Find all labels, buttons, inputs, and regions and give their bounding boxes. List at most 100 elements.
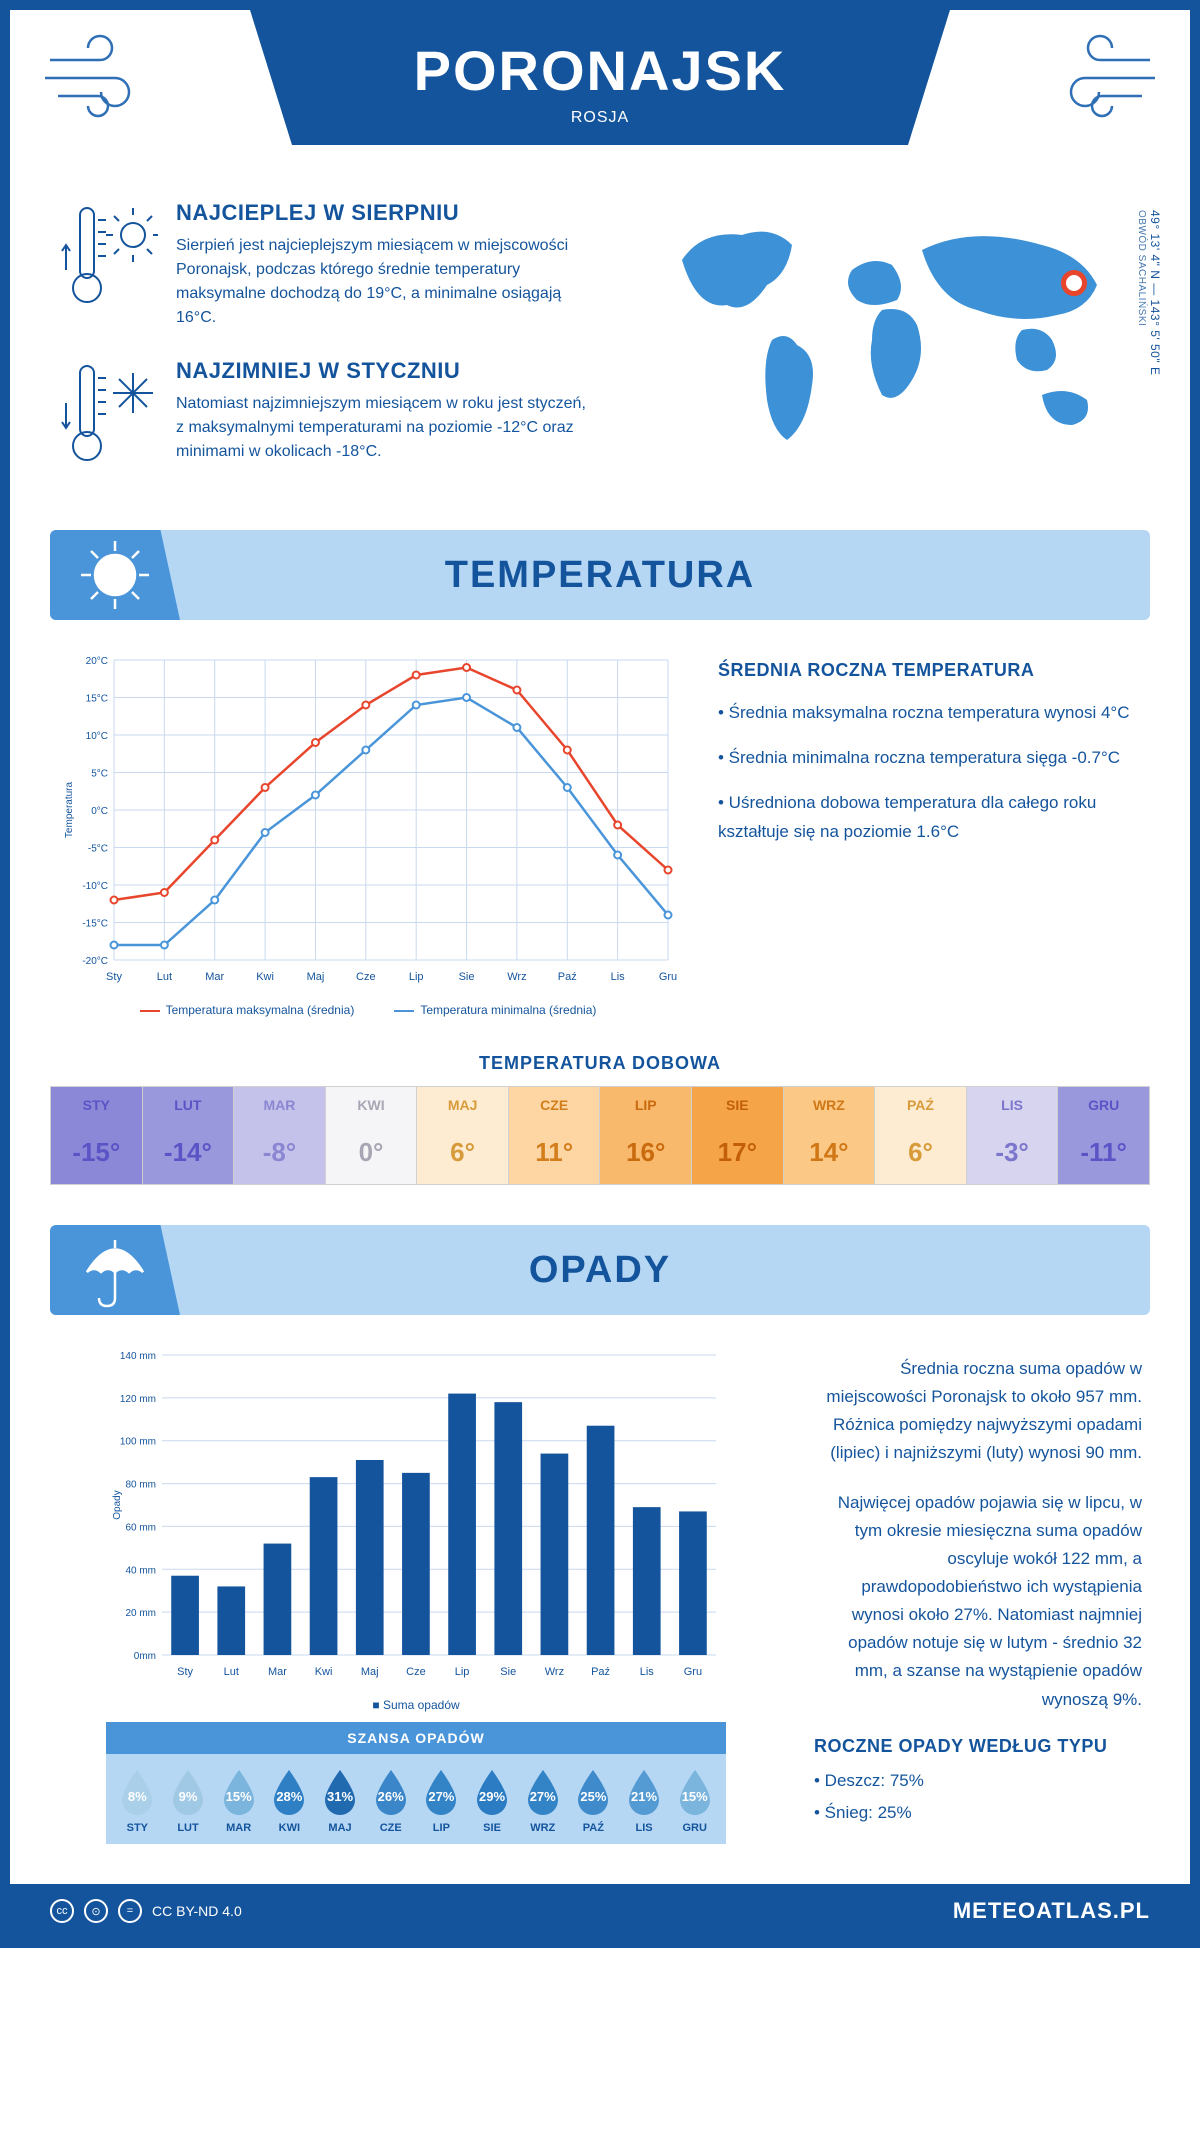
svg-text:Mar: Mar — [268, 1666, 287, 1678]
svg-text:Lis: Lis — [640, 1666, 655, 1678]
location-marker-icon — [1061, 270, 1087, 296]
raindrop-icon: 21% — [625, 1768, 663, 1816]
opady-body: 0mm20 mm40 mm60 mm80 mm100 mm120 mm140 m… — [10, 1315, 1190, 1884]
svg-text:5°C: 5°C — [91, 769, 108, 780]
by-icon: ⊙ — [84, 1899, 108, 1923]
svg-text:Kwi: Kwi — [256, 971, 274, 983]
brand: METEOATLAS.PL — [953, 1898, 1150, 1924]
page: PORONAJSK ROSJA — [0, 0, 1200, 1948]
nd-icon: = — [118, 1899, 142, 1923]
license-text: CC BY-ND 4.0 — [152, 1903, 242, 1919]
svg-text:Wrz: Wrz — [545, 1666, 564, 1678]
raindrop-icon: 9% — [169, 1768, 207, 1816]
wind-decoration-icon — [40, 30, 150, 138]
svg-text:Lut: Lut — [157, 971, 172, 983]
warmest-text: Sierpień jest najcieplejszym miesiącem w… — [176, 234, 596, 330]
svg-text:Paź: Paź — [591, 1666, 610, 1678]
svg-text:15°C: 15°C — [86, 694, 108, 705]
svg-text:-15°C: -15°C — [82, 919, 108, 930]
opady-para2: Najwięcej opadów pojawia się w lipcu, w … — [814, 1489, 1142, 1713]
rain-chance-cell: 15% MAR — [213, 1768, 264, 1834]
raindrop-icon: 27% — [524, 1768, 562, 1816]
daily-temp-row: STY-15°LUT-14°MAR-8°KWI0°MAJ6°CZE11°LIP1… — [50, 1086, 1150, 1185]
daily-temp-cell: MAR-8° — [234, 1087, 326, 1184]
svg-text:Lip: Lip — [409, 971, 424, 983]
svg-text:Sie: Sie — [500, 1666, 516, 1678]
svg-text:0°C: 0°C — [91, 806, 108, 817]
daily-temp-cell: MAJ6° — [417, 1087, 509, 1184]
rain-chance-cell: 29% SIE — [467, 1768, 518, 1834]
svg-text:Lip: Lip — [455, 1666, 470, 1678]
city-title: PORONAJSK — [250, 38, 950, 103]
raindrop-icon: 28% — [270, 1768, 308, 1816]
raindrop-icon: 8% — [118, 1768, 156, 1816]
temperature-chart: -20°C-15°C-10°C-5°C0°C5°C10°C15°C20°CSty… — [58, 650, 678, 1017]
header: PORONAJSK ROSJA — [10, 10, 1190, 180]
avg-title: ŚREDNIA ROCZNA TEMPERATURA — [718, 660, 1142, 681]
svg-text:Temperatura: Temperatura — [64, 781, 75, 838]
temperature-body: -20°C-15°C-10°C-5°C0°C5°C10°C15°C20°CSty… — [10, 620, 1190, 1037]
intro-right: 49° 13' 4" N — 143° 5' 50" E OBWÓD SACHA… — [642, 200, 1142, 496]
svg-text:Gru: Gru — [659, 971, 677, 983]
avg-line: • Średnia minimalna roczna temperatura s… — [718, 744, 1142, 773]
rain-chance-cell: 31% MAJ — [315, 1768, 366, 1834]
coldest-block: NAJZIMNIEJ W STYCZNIU Natomiast najzimni… — [58, 358, 612, 468]
rain-chance-cell: 9% LUT — [163, 1768, 214, 1834]
license: cc ⊙ = CC BY-ND 4.0 — [50, 1899, 242, 1923]
opady-type-line: • Deszcz: 75% — [814, 1767, 1142, 1795]
daily-temp-cell: LUT-14° — [143, 1087, 235, 1184]
daily-temp-cell: LIP16° — [600, 1087, 692, 1184]
svg-text:120 mm: 120 mm — [120, 1394, 156, 1405]
svg-text:140 mm: 140 mm — [120, 1351, 156, 1362]
rain-chance-box: SZANSA OPADÓW 8% STY 9% LUT 15% MAR 28% … — [106, 1722, 726, 1844]
svg-text:Sie: Sie — [459, 971, 475, 983]
temperature-summary: ŚREDNIA ROCZNA TEMPERATURA • Średnia mak… — [718, 650, 1142, 1017]
wind-decoration-icon — [1050, 30, 1160, 138]
warmest-block: NAJCIEPLEJ W SIERPNIU Sierpień jest najc… — [58, 200, 612, 330]
svg-text:Lut: Lut — [224, 1666, 239, 1678]
daily-temp-cell: PAŹ6° — [875, 1087, 967, 1184]
svg-text:80 mm: 80 mm — [125, 1480, 156, 1491]
opady-chart: 0mm20 mm40 mm60 mm80 mm100 mm120 mm140 m… — [58, 1345, 774, 1864]
opady-banner: OPADY — [50, 1225, 1150, 1315]
opady-legend: Suma opadów — [58, 1698, 774, 1712]
svg-text:Opady: Opady — [112, 1490, 123, 1519]
svg-text:Maj: Maj — [307, 971, 325, 983]
legend-min: Temperatura minimalna (średnia) — [394, 1003, 596, 1017]
svg-text:20 mm: 20 mm — [125, 1608, 156, 1619]
opady-para1: Średnia roczna suma opadów w miejscowośc… — [814, 1355, 1142, 1467]
rain-chance-cell: 25% PAŹ — [568, 1768, 619, 1834]
title-banner: PORONAJSK ROSJA — [250, 10, 950, 145]
svg-text:100 mm: 100 mm — [120, 1437, 156, 1448]
raindrop-icon: 31% — [321, 1768, 359, 1816]
svg-text:-20°C: -20°C — [82, 956, 108, 967]
svg-text:Paź: Paź — [558, 971, 577, 983]
raindrop-icon: 27% — [422, 1768, 460, 1816]
region-text: OBWÓD SACHALIŃSKI — [1136, 210, 1147, 326]
daily-temp-cell: GRU-11° — [1058, 1087, 1149, 1184]
raindrop-icon: 15% — [676, 1768, 714, 1816]
coordinates: 49° 13' 4" N — 143° 5' 50" E OBWÓD SACHA… — [1134, 210, 1162, 375]
svg-text:Cze: Cze — [406, 1666, 426, 1678]
warmest-title: NAJCIEPLEJ W SIERPNIU — [176, 200, 596, 226]
daily-temp-cell: WRZ14° — [784, 1087, 876, 1184]
svg-text:60 mm: 60 mm — [125, 1522, 156, 1533]
rain-chance-cell: 15% GRU — [669, 1768, 720, 1834]
daily-temp-cell: LIS-3° — [967, 1087, 1059, 1184]
svg-text:Kwi: Kwi — [315, 1666, 333, 1678]
raindrop-icon: 29% — [473, 1768, 511, 1816]
temperature-title: TEMPERATURA — [180, 554, 1150, 597]
svg-text:Mar: Mar — [205, 971, 224, 983]
intro-section: NAJCIEPLEJ W SIERPNIU Sierpień jest najc… — [10, 180, 1190, 520]
svg-text:20°C: 20°C — [86, 656, 108, 667]
rain-chance-cell: 8% STY — [112, 1768, 163, 1834]
rain-chance-cell: 21% LIS — [619, 1768, 670, 1834]
temperature-banner: TEMPERATURA — [50, 530, 1150, 620]
opady-type-line: • Śnieg: 25% — [814, 1799, 1142, 1827]
rain-chance-cell: 28% KWI — [264, 1768, 315, 1834]
world-map — [642, 200, 1142, 470]
daily-temp-cell: SIE17° — [692, 1087, 784, 1184]
rain-chance-cell: 26% CZE — [365, 1768, 416, 1834]
svg-text:Sty: Sty — [177, 1666, 193, 1678]
svg-text:Sty: Sty — [106, 971, 122, 983]
